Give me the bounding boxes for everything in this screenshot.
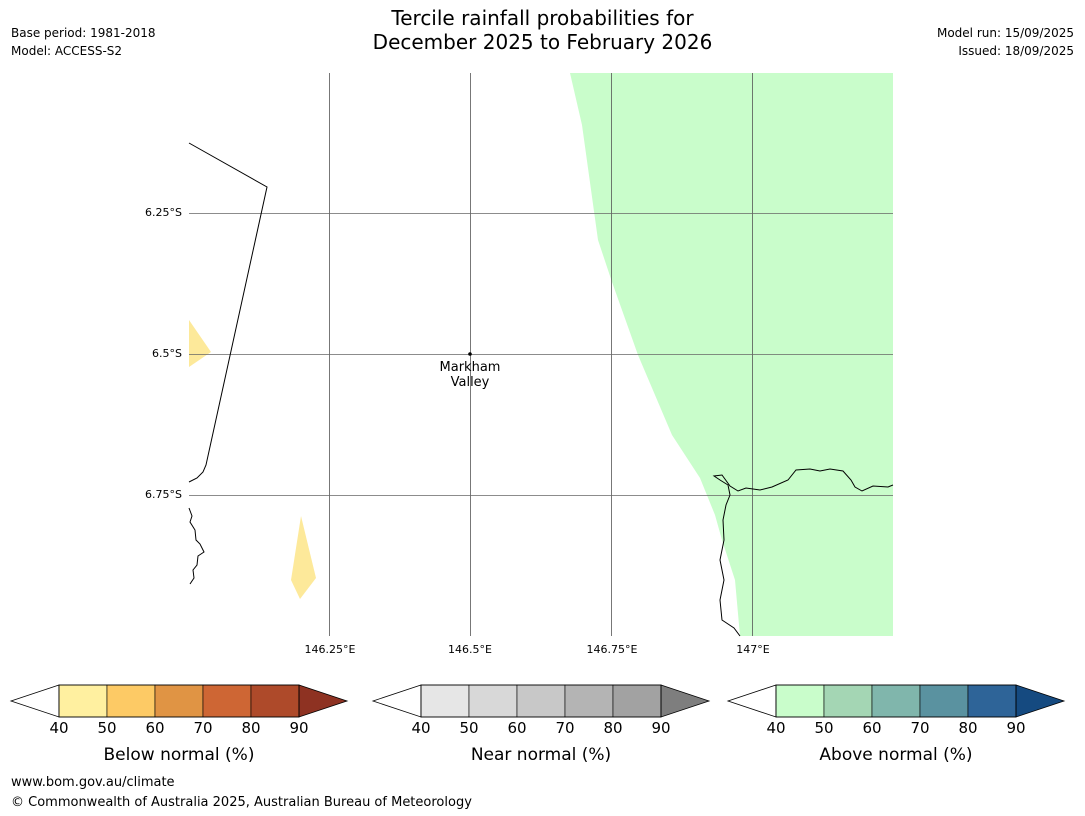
colorbar-below-title: Below normal (%) xyxy=(103,745,255,765)
colorbar-near-tick: 70 xyxy=(555,719,575,737)
coastline-west xyxy=(188,507,205,585)
location-name-line-1: Markham xyxy=(439,360,501,375)
colorbar-below-seg-1 xyxy=(58,684,108,718)
colorbar-above-tick: 90 xyxy=(1006,719,1026,737)
colorbar-below-seg-2 xyxy=(106,684,156,718)
location-marker[interactable] xyxy=(468,352,472,356)
lat-label-6-5: 6.5°S xyxy=(152,347,182,360)
colorbar-below-tick: 90 xyxy=(289,719,309,737)
colorbar-near-seg-5 xyxy=(612,684,662,718)
colorbar-above-outline xyxy=(775,684,1017,718)
colorbar-below-tick: 80 xyxy=(241,719,261,737)
colorbar-above-tick: 70 xyxy=(910,719,930,737)
location-label: Markham Valley xyxy=(420,360,520,390)
meta-right: Model run: 15/09/2025 Issued: 18/09/2025 xyxy=(937,24,1074,60)
colorbar-near-title: Near normal (%) xyxy=(470,745,612,765)
chart-title: Tercile rainfall probabilities for Decem… xyxy=(0,6,1085,54)
lon-label-146-25: 146.25°E xyxy=(304,643,356,656)
colorbar-near-seg-4 xyxy=(564,684,614,718)
colorbar-near-tick: 60 xyxy=(507,719,527,737)
colorbar-above-tick: 40 xyxy=(766,719,786,737)
colorbar-near-low-triangle xyxy=(371,684,422,718)
colorbar-near-normal xyxy=(371,684,711,718)
lon-label-147: 147°E xyxy=(736,643,770,656)
colorbar-near-seg-1 xyxy=(420,684,470,718)
meta-left: Base period: 1981-2018 Model: ACCESS-S2 xyxy=(11,24,156,60)
colorbar-below-tick: 50 xyxy=(97,719,117,737)
colorbar-below-normal xyxy=(9,684,349,718)
colorbar-above-title: Above normal (%) xyxy=(819,745,973,765)
colorbar-below-outline xyxy=(58,684,300,718)
colorbar-above-tick: 80 xyxy=(958,719,978,737)
colorbar-near-tick: 40 xyxy=(411,719,431,737)
colorbar-near-tick: 50 xyxy=(459,719,479,737)
colorbar-above-tick: 50 xyxy=(814,719,834,737)
below-normal-patch-west xyxy=(189,320,211,367)
issued-date: Issued: 18/09/2025 xyxy=(958,44,1074,58)
colorbar-above-tick: 60 xyxy=(862,719,882,737)
colorbar-above-low-triangle xyxy=(726,684,777,718)
colorbar-near-tick: 90 xyxy=(651,719,671,737)
lon-label-146-5: 146.5°E xyxy=(448,643,492,656)
colorbar-near-outline xyxy=(420,684,662,718)
colorbar-below-seg-5 xyxy=(250,684,300,718)
colorbar-near-seg-3 xyxy=(516,684,566,718)
lat-label-6-25: 6.25°S xyxy=(145,206,182,219)
colorbar-above-seg-1 xyxy=(775,684,825,718)
colorbar-below-tick: 40 xyxy=(49,719,69,737)
footer-url[interactable]: www.bom.gov.au/climate xyxy=(11,775,175,790)
colorbar-near-seg-2 xyxy=(468,684,518,718)
title-line-2: December 2025 to February 2026 xyxy=(372,30,713,54)
colorbar-near-tick: 80 xyxy=(603,719,623,737)
colorbar-below-tick: 70 xyxy=(193,719,213,737)
colorbar-below-low-triangle xyxy=(9,684,60,718)
colorbar-above-seg-3 xyxy=(871,684,921,718)
location-name-line-2: Valley xyxy=(450,375,490,390)
footer-copyright: © Commonwealth of Australia 2025, Austra… xyxy=(11,795,472,810)
colorbar-above-normal xyxy=(726,684,1066,718)
title-line-1: Tercile rainfall probabilities for xyxy=(391,6,694,30)
base-period: Base period: 1981-2018 xyxy=(11,26,156,40)
colorbar-above-seg-2 xyxy=(823,684,873,718)
model-run: Model run: 15/09/2025 xyxy=(936,26,1074,40)
colorbar-below-high-triangle xyxy=(298,684,349,718)
border-line xyxy=(188,142,268,483)
below-normal-patch-south xyxy=(291,516,316,599)
colorbar-below-tick: 60 xyxy=(145,719,165,737)
colorbar-above-high-triangle xyxy=(1015,684,1066,718)
river-line xyxy=(712,468,894,637)
colorbar-below-seg-3 xyxy=(154,684,204,718)
colorbar-above-seg-4 xyxy=(919,684,969,718)
lat-label-6-75: 6.75°S xyxy=(145,488,182,501)
model-name: Model: ACCESS-S2 xyxy=(11,44,123,58)
lon-label-146-75: 146.75°E xyxy=(586,643,638,656)
colorbar-below-seg-4 xyxy=(202,684,252,718)
colorbar-near-high-triangle xyxy=(660,684,711,718)
colorbar-above-seg-5 xyxy=(967,684,1017,718)
